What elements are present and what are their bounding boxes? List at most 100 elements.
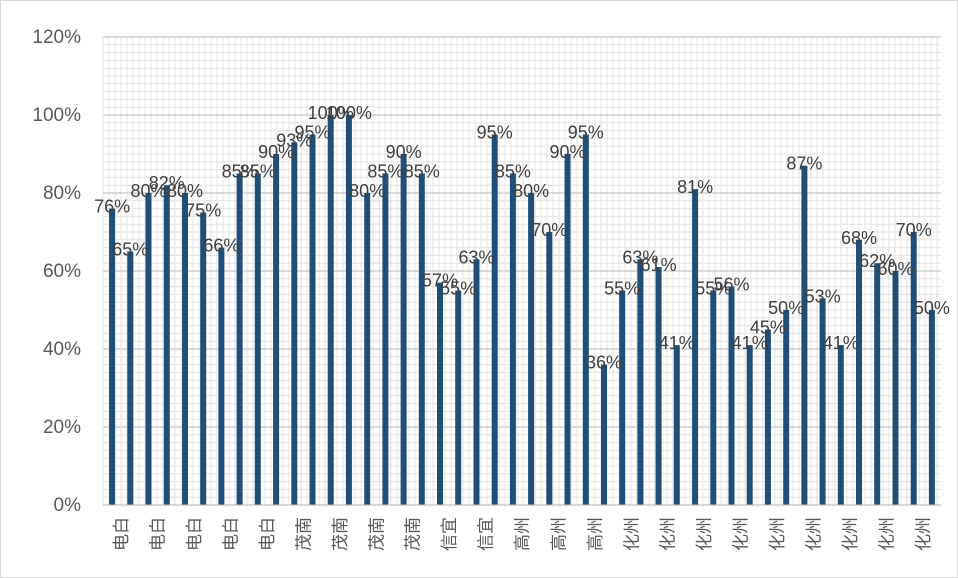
bar-data-label: 85% xyxy=(240,162,276,182)
bar xyxy=(928,310,935,505)
bar xyxy=(637,259,644,505)
x-tick-label: 茂南 xyxy=(331,517,351,551)
bar xyxy=(710,290,717,505)
bar-data-label: 41% xyxy=(659,333,695,353)
bar-data-label: 36% xyxy=(586,353,622,373)
y-tick-label: 100% xyxy=(32,105,81,126)
bar-data-label: 81% xyxy=(677,177,713,197)
bar-data-label: 100% xyxy=(308,103,354,123)
bar xyxy=(619,290,626,505)
bar xyxy=(892,271,899,505)
bar-data-label: 85% xyxy=(367,162,403,182)
bar-data-label: 90% xyxy=(549,142,585,162)
bar-data-label: 55% xyxy=(440,279,476,299)
bar-data-label: 75% xyxy=(185,201,221,221)
bar xyxy=(163,185,170,505)
bar xyxy=(856,239,862,506)
x-tick-label: 茂南 xyxy=(294,517,314,551)
bar-data-label: 68% xyxy=(841,228,877,248)
bar-data-label: 65% xyxy=(112,240,148,260)
bar-data-label: 70% xyxy=(531,220,567,240)
bar xyxy=(273,154,280,505)
bar xyxy=(746,345,753,505)
bar xyxy=(145,193,152,505)
bar xyxy=(254,173,261,505)
x-tick-label: 化州 xyxy=(659,517,679,551)
x-tick-label: 电白 xyxy=(149,517,169,551)
bar xyxy=(182,193,188,505)
bar xyxy=(874,263,881,505)
bar-data-label: 50% xyxy=(768,298,804,318)
x-tick-label: 化州 xyxy=(695,517,715,551)
x-tick-label: 高州 xyxy=(549,517,569,551)
bar xyxy=(127,251,134,505)
x-tick-label: 化州 xyxy=(768,517,788,551)
bar xyxy=(309,134,316,505)
x-tick-label: 电白 xyxy=(258,517,278,551)
bar-data-label: 41% xyxy=(823,333,859,353)
bar xyxy=(582,134,589,505)
bar xyxy=(291,142,298,506)
bar-data-label: 60% xyxy=(877,259,913,279)
bar xyxy=(728,286,735,505)
bar-data-label: 56% xyxy=(713,275,749,295)
bar xyxy=(764,329,771,505)
bar xyxy=(673,345,680,505)
bar-data-label: 76% xyxy=(94,197,130,217)
x-tick-label: 茂南 xyxy=(404,517,424,551)
x-axis: 电白 电白 电白 电白 电白 茂南 茂南 茂南 茂南 信宜 信宜 高州 高州 高州 化州 化州 化州 化州 化州 化州… xyxy=(112,517,934,551)
bar xyxy=(601,364,607,505)
bar-data-label: 80% xyxy=(167,181,203,201)
bar xyxy=(455,290,462,505)
bar xyxy=(491,134,498,505)
y-tick-label: 60% xyxy=(43,261,81,282)
bar-data-label: 57% xyxy=(422,271,458,291)
gridlines xyxy=(102,36,941,506)
bar xyxy=(364,193,371,505)
bar xyxy=(910,232,917,505)
y-tick-label: 20% xyxy=(43,417,81,438)
bar-data-label: 100% xyxy=(326,103,372,123)
bar-data-label: 95% xyxy=(568,123,604,143)
bar-data-label: 61% xyxy=(641,255,677,275)
bar xyxy=(783,310,790,505)
bar-data-label: 55% xyxy=(695,279,731,299)
bar xyxy=(400,154,407,505)
bar xyxy=(418,173,425,505)
x-tick-label: 化州 xyxy=(805,517,825,551)
bar-data-label: 45% xyxy=(750,318,786,338)
bar-data-label: 95% xyxy=(477,123,513,143)
bar xyxy=(200,212,207,505)
bar-data-label: 85% xyxy=(222,162,258,182)
bar-data-label: 70% xyxy=(896,220,932,240)
bar-data-label: 62% xyxy=(859,251,895,271)
y-tick-label: 0% xyxy=(54,495,82,516)
x-tick-label: 信宜 xyxy=(477,517,497,551)
x-tick-label: 电白 xyxy=(222,517,242,551)
bar-data-label: 82% xyxy=(149,173,185,193)
x-tick-label: 高州 xyxy=(513,517,533,551)
bar xyxy=(564,154,571,505)
x-tick-label: 化州 xyxy=(841,517,861,551)
bar xyxy=(218,247,225,505)
bar-data-label: 85% xyxy=(495,162,531,182)
bar-data-label: 80% xyxy=(513,181,549,201)
bar-data-label: 55% xyxy=(604,279,640,299)
y-tick-label: 40% xyxy=(43,339,81,360)
bar-data-label: 95% xyxy=(294,123,330,143)
bar-data-label: 80% xyxy=(349,181,385,201)
y-tick-label: 120% xyxy=(32,27,81,48)
bar-data-label: 66% xyxy=(203,236,239,256)
x-tick-label: 化州 xyxy=(732,517,752,551)
bar xyxy=(382,173,389,505)
bar-data-label: 50% xyxy=(914,298,950,318)
bar-data-label: 87% xyxy=(786,154,822,174)
x-tick-label: 化州 xyxy=(622,517,642,551)
y-tick-label: 80% xyxy=(43,183,81,204)
bar-data-label: 53% xyxy=(805,286,841,306)
bar xyxy=(546,232,553,505)
bar-data-label: 85% xyxy=(404,162,440,182)
bar-data-label: 90% xyxy=(386,142,422,162)
